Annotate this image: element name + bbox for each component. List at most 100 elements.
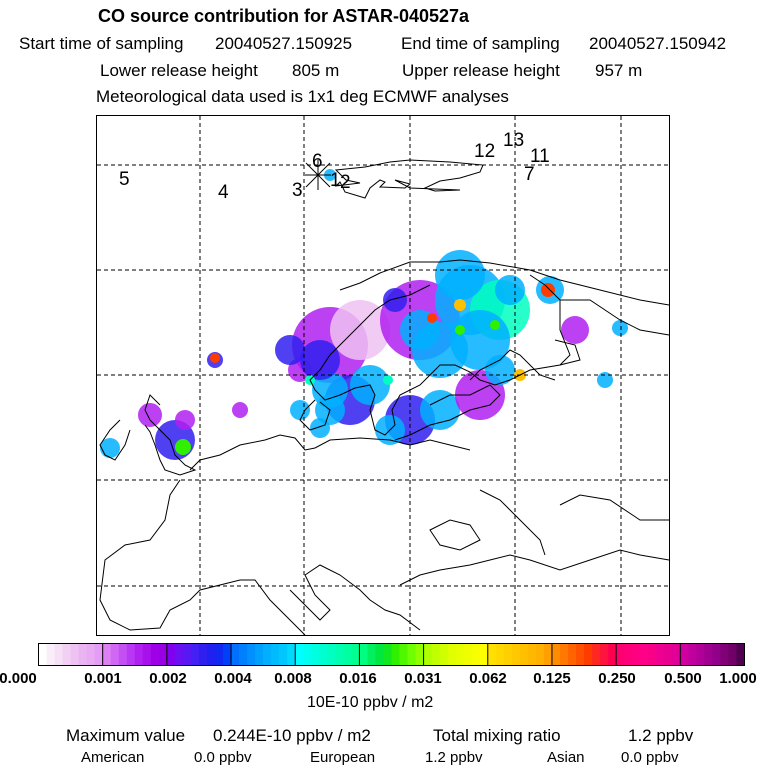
colorbar-swatch (231, 643, 240, 666)
upper-height-label: Upper release height (402, 61, 560, 80)
release-site-icon (305, 160, 331, 190)
colorbar-swatch (688, 643, 697, 666)
marker-13: 13 (503, 130, 524, 151)
american-value: 0.0 ppbv (194, 749, 252, 766)
svalbard-coast (334, 159, 484, 199)
colorbar-swatch (736, 643, 745, 666)
colorbar-swatch (399, 643, 409, 666)
plume-cell (232, 402, 248, 418)
colorbar-swatch (559, 643, 569, 666)
colorbar-swatch (391, 643, 401, 666)
colorbar-swatch (672, 643, 681, 666)
colorbar-swatch (343, 643, 352, 666)
colorbar-swatch (568, 643, 577, 666)
colorbar-swatch (239, 643, 248, 666)
marker-7: 7 (524, 164, 535, 185)
european-value: 1.2 ppbv (425, 749, 483, 766)
colorbar-swatch (728, 643, 737, 666)
colorbar-swatch (102, 643, 112, 666)
colorbar-swatch (182, 643, 192, 666)
colorbar-swatch (223, 643, 232, 666)
colorbar-swatch (134, 643, 144, 666)
colorbar-swatch (648, 643, 657, 666)
colorbar-swatch (720, 643, 729, 666)
colorbar-swatch (150, 643, 160, 666)
colorbar-swatch (38, 643, 48, 666)
colorbar-swatch (319, 643, 328, 666)
plume-cell (290, 400, 310, 420)
colorbar-swatch (335, 643, 344, 666)
plume-hotspot (454, 299, 466, 311)
colorbar-swatch (535, 643, 545, 666)
uk-coast (99, 394, 197, 476)
colorbar-swatch (511, 643, 521, 666)
colorbar-swatch (54, 643, 64, 666)
colorbar-swatch (680, 643, 689, 666)
colorbar-tick: 1.000 (719, 670, 757, 687)
finland-coast (394, 349, 556, 441)
asian-label: Asian (547, 749, 585, 766)
colorbar-tick: 0.008 (274, 670, 312, 687)
marker-11: 11 (530, 146, 550, 167)
colorbar-swatch (86, 643, 96, 666)
lower-height-value: 805 m (292, 61, 340, 80)
colorbar-swatch (600, 643, 609, 666)
colorbar-swatch (287, 643, 296, 666)
start-time-value: 20040527.150925 (215, 34, 353, 53)
plume-cell (383, 288, 407, 312)
colorbar-swatch (166, 643, 176, 666)
plume-cell (612, 320, 628, 336)
release-markers: 1 2 3 4 5 6 7 11 12 13 (119, 130, 550, 203)
colorbar-swatch (351, 643, 360, 666)
colorbar-swatch (479, 643, 489, 666)
colorbar-swatch (632, 643, 641, 666)
colorbar-swatch (255, 643, 264, 666)
max-value: 0.244E-10 ppbv / m2 (213, 726, 371, 745)
colorbar-swatch (110, 643, 120, 666)
colorbar-swatch (584, 643, 593, 666)
plume-cell (300, 340, 340, 380)
marker-3: 3 (292, 180, 303, 201)
colorbar-tick: 0.031 (404, 670, 442, 687)
colorbar-swatch (375, 643, 384, 666)
colorbar-tick: 0.000 (0, 670, 37, 687)
colorbar-swatch (608, 643, 617, 666)
colorbar-swatch (190, 643, 200, 666)
colorbar-swatch (158, 643, 168, 666)
colorbar-swatch (503, 643, 513, 666)
marker-4: 4 (218, 182, 229, 203)
colorbar (38, 643, 745, 666)
total-mixing-label: Total mixing ratio (433, 726, 561, 745)
plume-cell (561, 316, 589, 344)
plume-cell (435, 250, 485, 300)
colorbar-swatch (263, 643, 272, 666)
colorbar-swatch (576, 643, 585, 666)
colorbar-swatch (198, 643, 208, 666)
american-label: American (81, 749, 145, 766)
colorbar-swatch (415, 643, 425, 666)
colorbar-swatch (447, 643, 457, 666)
colorbar-swatch (78, 643, 88, 666)
marker-5: 5 (119, 169, 130, 190)
colorbar-tick: 0.002 (149, 670, 187, 687)
plume-cell (420, 390, 460, 430)
plot-title: CO source contribution for ASTAR-040527a (98, 6, 470, 26)
asian-value: 0.0 ppbv (621, 749, 679, 766)
colorbar-swatch (624, 643, 633, 666)
colorbar-swatch (279, 643, 288, 666)
plume-cell (275, 335, 305, 365)
marker-2: 2 (340, 172, 351, 193)
colorbar-swatch (551, 643, 561, 666)
met-data-line: Meteorological data used is 1x1 deg ECMW… (96, 87, 509, 106)
plume-cell (485, 355, 515, 385)
end-time-value: 20040527.150942 (589, 34, 727, 53)
plume-cell (495, 275, 525, 305)
total-mixing-value: 1.2 ppbv (628, 726, 694, 745)
marker-12: 12 (474, 141, 495, 162)
colorbar-tick: 0.250 (598, 670, 636, 687)
plume-cell (138, 403, 162, 427)
marker-1: 1 (330, 170, 341, 191)
colorbar-tick: 0.062 (469, 670, 507, 687)
colorbar-swatch (664, 643, 673, 666)
